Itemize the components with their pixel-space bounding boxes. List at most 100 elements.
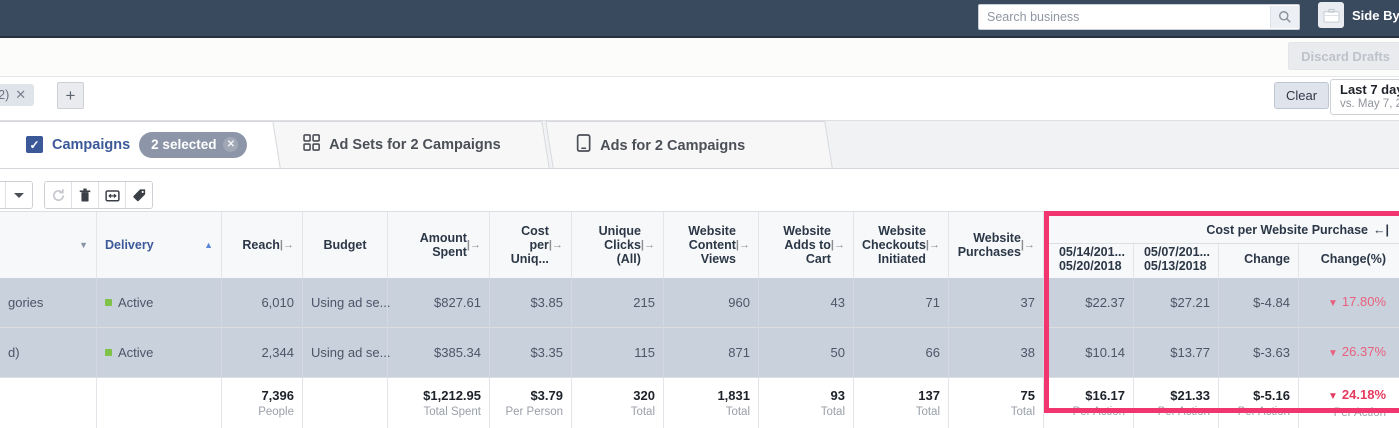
mobile-icon — [576, 134, 591, 157]
discard-drafts-button[interactable]: Discard Drafts — [1288, 42, 1399, 70]
clear-selection-icon[interactable]: ✕ — [223, 137, 238, 152]
reach-value: 6,010 — [261, 295, 294, 311]
pin-column-icon[interactable]: |→ — [926, 239, 940, 251]
column-header-website-adds-to-cart[interactable]: Website Adds to Cart |→ — [759, 212, 854, 278]
pin-column-icon[interactable]: |→ — [641, 239, 655, 251]
column-header-unique-clicks-label: Unique Clicks (All) — [599, 224, 641, 266]
grid-icon — [303, 134, 320, 156]
column-header-delivery[interactable]: Delivery ▲ — [97, 212, 222, 278]
table-row[interactable]: d) Active 2,344 Using ad se... $385.34 $… — [0, 328, 1399, 378]
total-cpu-caption: Per Person — [505, 405, 563, 419]
close-icon[interactable]: ✕ — [15, 87, 26, 103]
business-name: Side By S — [1352, 8, 1399, 23]
change-percent-value: 17.80% — [1342, 294, 1386, 309]
status-dot-icon — [105, 349, 112, 356]
pin-column-icon[interactable]: |→ — [280, 239, 294, 251]
total-period-2-value: $21.33 — [1170, 388, 1210, 404]
column-header-website-purchases[interactable]: Website Purchases |→ — [949, 212, 1044, 278]
checkouts-initiated-value: 71 — [926, 295, 940, 311]
selected-count-label: 2 selected — [151, 137, 216, 152]
sort-desc-icon[interactable]: ▼ — [79, 240, 88, 250]
tab-strip: ✓ Campaigns 2 selected ✕ Ad Sets for 2 C… — [0, 121, 1399, 169]
total-cart-value: 93 — [831, 388, 845, 404]
date-range-button[interactable]: Last 7 day vs. May 7, 2 — [1330, 79, 1399, 115]
total-clicks-value: 320 — [633, 388, 655, 404]
column-header-change[interactable]: Change — [1219, 240, 1299, 278]
trash-icon[interactable] — [72, 182, 99, 208]
campaign-name: gories — [8, 295, 43, 311]
total-cart-caption: Total — [821, 405, 845, 419]
duplicate-icon[interactable] — [99, 182, 126, 208]
row-action-group[interactable] — [44, 181, 153, 209]
trend-down-icon: ▼ — [1328, 391, 1338, 402]
period-1-value: $22.37 — [1085, 295, 1125, 311]
tab-ads[interactable]: Ads for 2 Campaigns — [545, 121, 832, 168]
add-filter-button[interactable]: + — [57, 82, 84, 109]
column-header-change-percent[interactable]: Change(%) — [1299, 240, 1394, 278]
cost-per-unique-value: $3.35 — [530, 345, 563, 361]
column-header-name[interactable]: ▼ — [0, 212, 97, 278]
date-range-primary: Last 7 day — [1340, 82, 1399, 97]
column-header-website-content-views[interactable]: Website Content Views |→ — [664, 212, 759, 278]
pin-column-icon[interactable]: |→ — [549, 239, 563, 251]
selected-count-chip[interactable]: 2 selected ✕ — [139, 132, 247, 158]
tag-icon[interactable] — [126, 182, 152, 208]
column-header-website-checkouts-initiated[interactable]: Website Checkouts Initiated |→ — [854, 212, 949, 278]
refresh-icon[interactable] — [45, 182, 72, 208]
column-header-period-2[interactable]: 05/07/201... 05/13/2018 — [1134, 240, 1219, 278]
delivery-status: Active — [118, 295, 153, 311]
pin-column-icon[interactable]: |→ — [736, 239, 750, 251]
total-purchases-caption: Total — [1011, 405, 1035, 419]
total-period-1-value: $16.17 — [1085, 388, 1125, 404]
table-row[interactable]: gories Active 6,010 Using ad se... $827.… — [0, 278, 1399, 328]
column-header-reach[interactable]: Reach |→ — [222, 212, 303, 278]
checkouts-initiated-value: 66 — [926, 345, 940, 361]
column-header-amount-spent[interactable]: Amount Spent |→ — [388, 212, 490, 278]
table-total-row: 7,396 People $1,212.95 Total Spent $3.79… — [0, 378, 1399, 428]
pin-column-icon[interactable]: |→ — [467, 239, 481, 251]
tab-ad-sets-label: Ad Sets for 2 Campaigns — [329, 137, 501, 153]
date-range-comparison: vs. May 7, 2 — [1340, 98, 1399, 110]
unique-clicks-value: 215 — [633, 295, 655, 311]
checkbox-checked-icon: ✓ — [26, 136, 43, 153]
tab-campaigns[interactable]: ✓ Campaigns 2 selected ✕ — [0, 121, 290, 168]
active-filter-chip[interactable]: (2) ✕ — [0, 84, 34, 106]
sort-asc-icon[interactable]: ▲ — [204, 240, 213, 250]
status-dot-icon — [105, 299, 112, 306]
status-dropdown[interactable]: t — [0, 181, 33, 209]
top-navigation-bar: Side By S — [0, 0, 1399, 38]
filter-chip-label: (2) — [0, 88, 9, 102]
trend-down-icon: ▼ — [1328, 348, 1338, 359]
chevron-down-icon[interactable] — [6, 182, 32, 208]
clear-filters-button[interactable]: Clear — [1274, 82, 1329, 109]
total-purchases-value: 75 — [1021, 388, 1035, 404]
column-header-amount-spent-label: Amount Spent — [420, 231, 467, 259]
budget-value: Using ad se... — [311, 345, 391, 361]
column-header-budget[interactable]: Budget — [303, 212, 388, 278]
search-input[interactable] — [979, 6, 1270, 28]
reach-value: 2,344 — [261, 345, 294, 361]
total-change-caption: Per Action — [1238, 405, 1290, 419]
total-checkout-caption: Total — [916, 405, 940, 419]
delivery-status: Active — [118, 345, 153, 361]
column-header-period-1[interactable]: 05/14/201... 05/20/2018 — [1049, 240, 1134, 278]
total-spent-caption: Total Spent — [423, 405, 481, 419]
pin-column-icon[interactable]: |→ — [1021, 239, 1035, 251]
search-icon[interactable] — [1270, 6, 1299, 28]
business-selector[interactable]: Side By S — [1318, 2, 1399, 28]
pin-column-icon[interactable]: |→ — [831, 239, 845, 251]
action-toolbar: t Rules Columns: Disruptive — [0, 174, 1399, 210]
secondary-band — [0, 38, 1399, 77]
search-box[interactable] — [978, 4, 1300, 30]
change-value: $-3.63 — [1253, 345, 1290, 361]
campaign-name: d) — [8, 345, 20, 361]
column-header-cost-per-unique[interactable]: Cost per Uniq... |→ — [490, 212, 572, 278]
column-header-website-adds-to-cart-label: Website Adds to Cart — [783, 224, 831, 266]
tab-ad-sets[interactable]: Ad Sets for 2 Campaigns — [272, 121, 549, 168]
total-period-2-caption: Per Action — [1158, 405, 1210, 419]
column-header-change-percent-label: Change(%) — [1321, 252, 1386, 266]
collapse-left-icon[interactable]: ←| — [1373, 223, 1389, 237]
group-header-cost-per-website-purchase[interactable]: Cost per Website Purchase ←| — [1049, 216, 1399, 244]
column-header-unique-clicks[interactable]: Unique Clicks (All) |→ — [572, 212, 664, 278]
